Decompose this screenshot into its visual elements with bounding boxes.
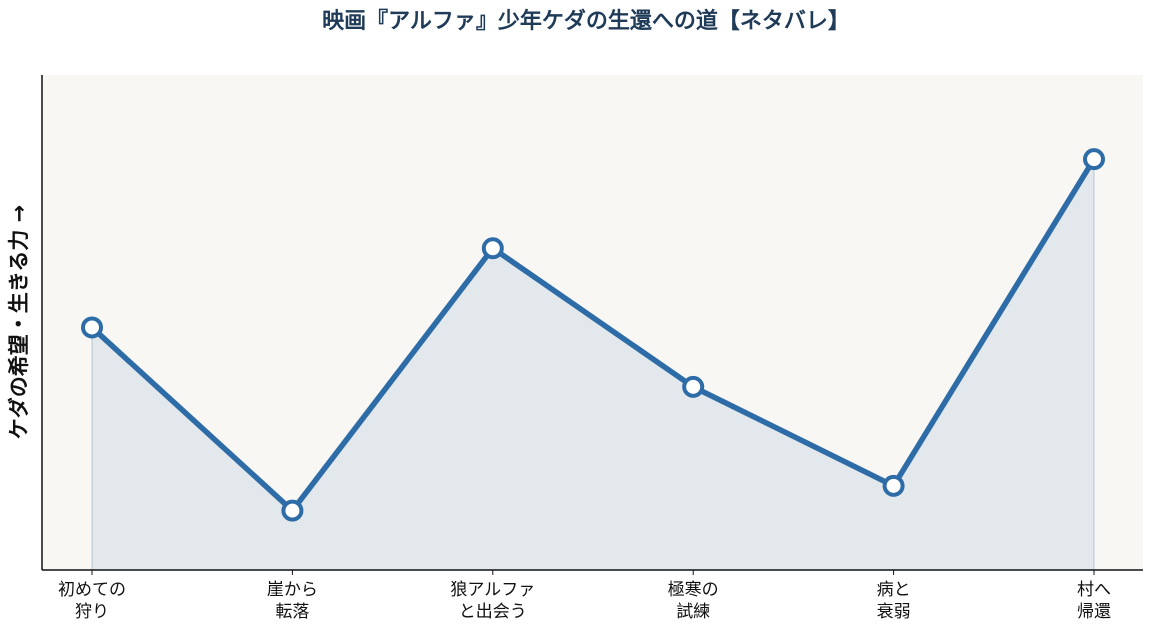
point xyxy=(682,375,705,398)
point xyxy=(81,316,103,339)
x-tick-label: 狼アルファと出会う xyxy=(450,580,535,622)
point xyxy=(281,499,304,522)
line xyxy=(90,157,1097,514)
chart-title: 映画『アルファ』少年ケダの生還への道【ネタバレ】 xyxy=(322,8,850,34)
point xyxy=(1083,148,1105,171)
x-tick-label: 極寒の試練 xyxy=(668,580,719,622)
x-tick-label: 初めての狩り xyxy=(58,580,126,622)
x-tick-label: 病と衰弱 xyxy=(877,580,911,622)
point xyxy=(481,237,504,260)
x-tick-label: 村へ帰還 xyxy=(1077,580,1111,622)
x-tick-label: 崖から転落 xyxy=(267,580,318,622)
point xyxy=(882,474,905,497)
y-axis-label: ケダの希望・生きる力 → xyxy=(7,205,31,440)
area xyxy=(92,159,1094,570)
plot-area xyxy=(42,75,1143,570)
